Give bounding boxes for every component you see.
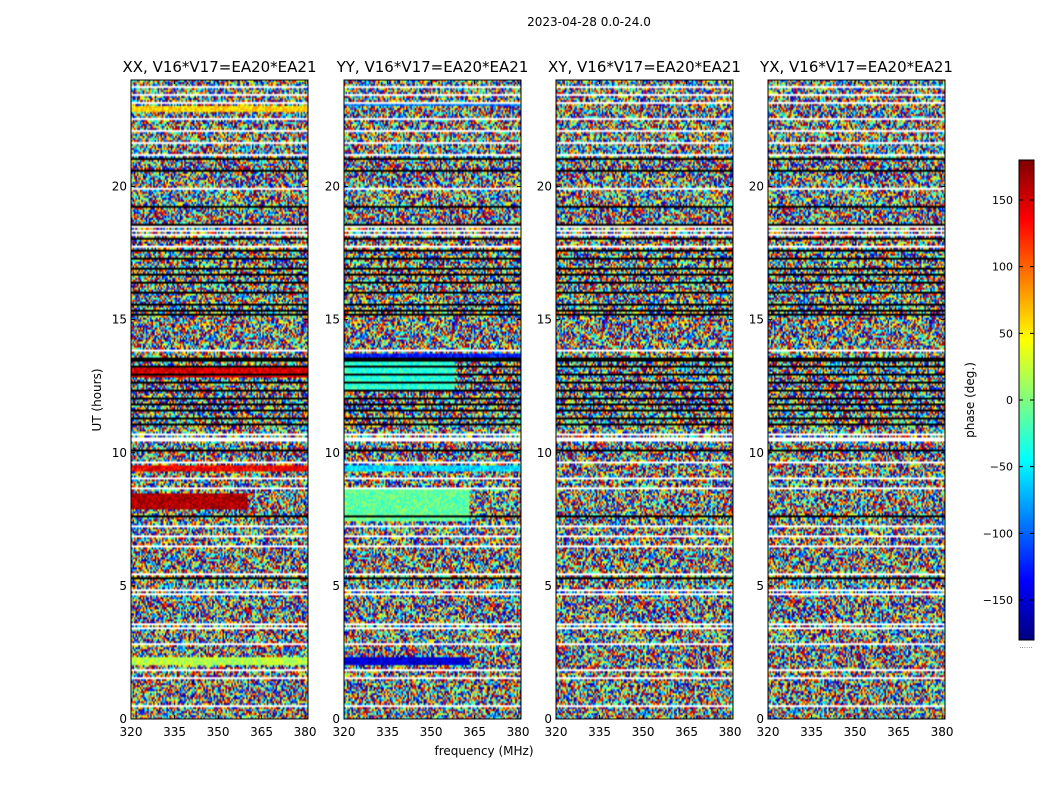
panel-1-title: XX, V16*V17=EA20*EA21 xyxy=(122,58,316,76)
panel-1: XX, V16*V17=EA20*EA21 320 335 350 365 380 0 5 10… xyxy=(112,58,317,739)
colorbar-note: ...... xyxy=(1019,642,1032,650)
y-tick-label: 5 xyxy=(544,579,552,593)
y-tick-label: 15 xyxy=(325,313,340,327)
panel-2-title: YY, V16*V17=EA20*EA21 xyxy=(336,58,529,76)
y-tick-label: 0 xyxy=(544,712,552,726)
panel-2-frame xyxy=(343,79,522,720)
colorbar-tick-label: −150 xyxy=(983,594,1013,607)
y-tick-label: 20 xyxy=(537,180,552,194)
y-tick-label: 5 xyxy=(756,579,764,593)
x-tick-label: 365 xyxy=(463,725,486,739)
panel-4-title: YX, V16*V17=EA20*EA21 xyxy=(759,58,953,76)
y-tick-label: 20 xyxy=(112,180,127,194)
x-tick-label: 335 xyxy=(163,725,186,739)
x-tick-label: 335 xyxy=(376,725,399,739)
colorbar-tick-label: −50 xyxy=(990,461,1013,474)
panel-4-frame xyxy=(767,79,946,720)
y-axis-label: UT (hours) xyxy=(90,368,104,431)
y-tick-label: 0 xyxy=(119,712,127,726)
x-axis-label: frequency (MHz) xyxy=(434,744,533,758)
colorbar-tick-label: 0 xyxy=(1006,394,1013,407)
panel-4-heatmap xyxy=(768,80,945,719)
y-tick-label: 10 xyxy=(325,446,340,460)
panel-3: XY, V16*V17=EA20*EA21 320 335 350 365 380 0 5 10… xyxy=(537,58,742,739)
x-tick-label: 380 xyxy=(931,725,954,739)
x-tick-label: 350 xyxy=(420,725,443,739)
x-tick-label: 320 xyxy=(757,725,780,739)
y-tick-label: 10 xyxy=(537,446,552,460)
y-tick-label: 5 xyxy=(332,579,340,593)
x-tick-label: 365 xyxy=(675,725,698,739)
x-tick-label: 350 xyxy=(632,725,655,739)
x-tick-label: 320 xyxy=(120,725,143,739)
y-tick-label: 15 xyxy=(749,313,764,327)
colorbar-ticks: −150 −100 −50 0 50 100 150 xyxy=(983,194,1034,607)
x-tick-label: 350 xyxy=(207,725,230,739)
y-tick-label: 5 xyxy=(119,579,127,593)
x-tick-label: 320 xyxy=(333,725,356,739)
panel-2: YY, V16*V17=EA20*EA21 320 335 350 365 380 0 5 10… xyxy=(325,58,530,739)
y-tick-label: 15 xyxy=(112,313,127,327)
x-tick-label: 335 xyxy=(588,725,611,739)
colorbar-tick-label: 50 xyxy=(999,327,1013,340)
x-tick-label: 380 xyxy=(294,725,317,739)
x-tick-label: 380 xyxy=(719,725,742,739)
figure-suptitle: 2023-04-28 0.0-24.0 xyxy=(527,15,651,29)
x-tick-label: 380 xyxy=(507,725,530,739)
panel-3-heatmap xyxy=(556,80,733,719)
y-tick-label: 0 xyxy=(332,712,340,726)
panels-group: XX, V16*V17=EA20*EA21 320 335 350 365 380 0 5 10… xyxy=(112,58,954,739)
x-tick-label: 365 xyxy=(250,725,273,739)
panel-3-frame xyxy=(555,79,734,720)
colorbar-label: phase (deg.) xyxy=(963,362,977,438)
panel-1-heatmap xyxy=(131,80,308,719)
x-tick-label: 320 xyxy=(545,725,568,739)
y-tick-label: 15 xyxy=(537,313,552,327)
y-tick-label: 10 xyxy=(112,446,127,460)
colorbar-tick-label: 150 xyxy=(992,194,1013,207)
y-tick-label: 20 xyxy=(749,180,764,194)
x-tick-label: 350 xyxy=(844,725,867,739)
panel-1-frame xyxy=(130,79,309,720)
colorbar-tick-label: 100 xyxy=(992,261,1013,274)
panel-2-heatmap xyxy=(344,80,521,719)
panel-4: YX, V16*V17=EA20*EA21 320 335 350 365 380 0 5 10… xyxy=(749,58,954,739)
colorbar: −150 −100 −50 0 50 100 150 phase (deg.) ...... xyxy=(963,159,1035,650)
y-tick-label: 20 xyxy=(325,180,340,194)
panel-3-title: XY, V16*V17=EA20*EA21 xyxy=(548,58,741,76)
colorbar-tick-label: −100 xyxy=(983,527,1013,540)
y-tick-label: 0 xyxy=(756,712,764,726)
x-tick-label: 335 xyxy=(800,725,823,739)
x-tick-label: 365 xyxy=(887,725,910,739)
y-tick-label: 10 xyxy=(749,446,764,460)
